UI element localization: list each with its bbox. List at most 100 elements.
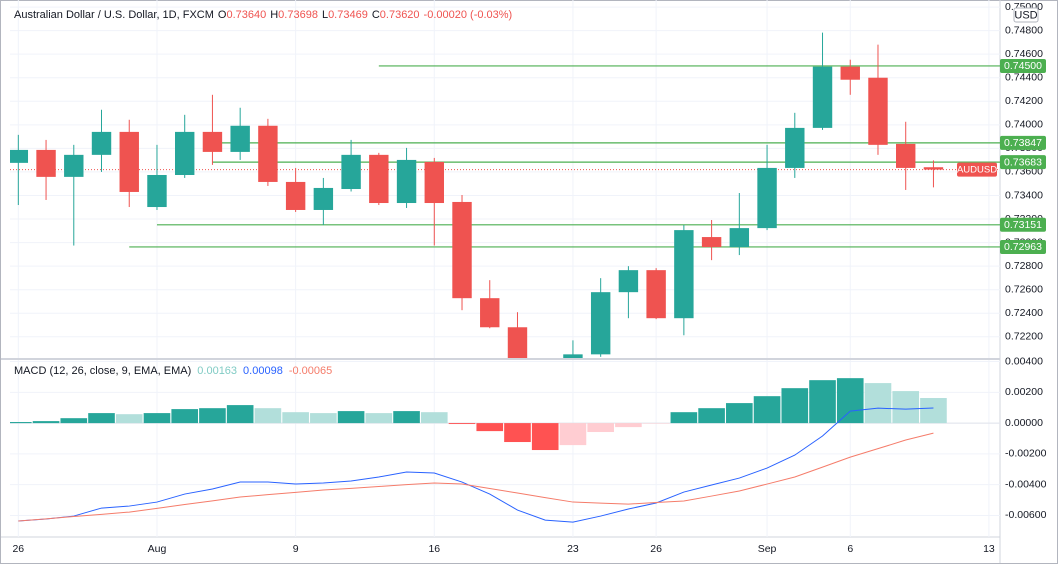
candle-body <box>36 150 55 177</box>
candle-body <box>785 128 804 168</box>
histogram-bar <box>310 413 337 423</box>
candle-body <box>92 132 111 155</box>
histogram-bar <box>587 423 614 432</box>
ohlc-value: 0.73620 <box>380 9 420 21</box>
histogram-bar <box>865 383 892 423</box>
y-tick-label: 0.72200 <box>1005 331 1043 343</box>
histogram-bar <box>615 423 642 427</box>
histogram-bar <box>809 380 836 423</box>
histogram-bar <box>60 418 87 423</box>
y-tick-label: 0.00000 <box>1005 417 1043 429</box>
candle-body <box>341 155 360 189</box>
histogram-bar <box>338 411 365 423</box>
histogram-bar <box>366 413 393 423</box>
histogram-bar <box>671 412 698 423</box>
candle-body <box>286 182 305 210</box>
x-tick-label: 6 <box>847 543 853 555</box>
y-tick-label: 0.73400 <box>1005 189 1043 201</box>
y-tick-label: 0.74600 <box>1005 48 1043 60</box>
level-label: 0.74500 <box>1004 60 1042 72</box>
level-label: 0.72963 <box>1004 241 1042 253</box>
histogram-bar <box>476 423 503 431</box>
legend-hist: 0.00163 <box>197 365 237 377</box>
histogram-bar <box>5 422 32 423</box>
symbol-title: Australian Dollar / U.S. Dollar, 1D, FXC… <box>14 9 214 21</box>
histogram-bar <box>781 388 808 423</box>
candle-body <box>175 132 194 175</box>
y-tick-label: 0.00200 <box>1005 386 1043 398</box>
y-tick-label: 0.74000 <box>1005 119 1043 131</box>
histogram-bar <box>199 408 226 423</box>
histogram-bar <box>754 396 781 423</box>
candle-body <box>868 78 887 145</box>
y-tick-label: 0.74200 <box>1005 95 1043 107</box>
x-tick-label: 23 <box>567 543 579 555</box>
candle-body <box>120 132 139 192</box>
histogram-bar <box>837 378 864 423</box>
change: -0.00020 (-0.03%) <box>424 9 513 21</box>
candle-body <box>896 144 915 168</box>
candle-body <box>730 228 749 247</box>
candle-body <box>425 162 444 203</box>
level-label: 0.73847 <box>1004 137 1042 149</box>
macd-pane <box>5 360 1000 537</box>
candle-body <box>591 292 610 354</box>
level-label: 0.73151 <box>1004 219 1042 231</box>
price-label: AUDUSD <box>957 165 997 176</box>
y-tick-label: 0.72600 <box>1005 283 1043 295</box>
histogram-bar <box>33 421 60 423</box>
histogram-bar <box>255 408 282 423</box>
candle-body <box>203 132 222 152</box>
x-tick-label: 9 <box>293 543 299 555</box>
histogram-bar <box>393 411 420 423</box>
candle-body <box>619 270 638 292</box>
candle-body <box>757 168 776 228</box>
legend-signal: -0.00065 <box>289 365 332 377</box>
y-tick-label: 0.72800 <box>1005 260 1043 272</box>
macd-title: MACD (12, 26, close, 9, EMA, EMA) <box>14 365 191 377</box>
macd-legend: MACD (12, 26, close, 9, EMA, EMA) 0.00163… <box>14 365 332 377</box>
y-tick-label: 0.00400 <box>1005 355 1043 367</box>
histogram-bar <box>920 398 947 423</box>
y-tick-label: 0.74800 <box>1005 24 1043 36</box>
histogram-bar <box>144 413 171 423</box>
histogram-bar <box>88 413 115 423</box>
candle-body <box>369 155 388 203</box>
x-tick-label: 13 <box>983 543 995 555</box>
candle-body <box>480 298 499 327</box>
candle-body <box>813 67 832 128</box>
candle-body <box>64 155 83 177</box>
y-tick-label: -0.00600 <box>1005 509 1047 521</box>
candle-body <box>230 126 249 152</box>
y-tick-label: -0.00400 <box>1005 478 1047 490</box>
histogram-bar <box>449 423 476 424</box>
currency: USD <box>1014 9 1037 21</box>
ohlc-value: 0.73698 <box>278 9 318 21</box>
y-tick-label: 0.72400 <box>1005 307 1043 319</box>
histogram-bar <box>227 405 254 423</box>
histogram-bar <box>560 423 587 445</box>
histogram-bar <box>726 403 753 423</box>
candle-body <box>314 188 333 210</box>
candle-body <box>536 364 555 372</box>
ohlc-label: H <box>270 9 278 21</box>
ohlc-label: C <box>372 9 380 21</box>
histogram-bar <box>892 391 919 423</box>
y-tick-label: 0.74400 <box>1005 72 1043 84</box>
ohlc-value: 0.73640 <box>226 9 266 21</box>
candle-body <box>147 175 166 207</box>
x-tick-label: 26 <box>650 543 662 555</box>
macd-line <box>18 408 933 522</box>
ohlc-value: 0.73469 <box>328 9 368 21</box>
x-tick-label: 26 <box>12 543 24 555</box>
y-tick-label: -0.00200 <box>1005 448 1047 460</box>
legend-macd: 0.00098 <box>243 365 283 377</box>
candle-body <box>258 126 277 182</box>
histogram-bar <box>421 412 448 423</box>
x-tick-label: Aug <box>148 543 167 555</box>
histogram-bar <box>698 408 725 423</box>
x-tick-label: Sep <box>758 543 777 555</box>
histogram-bar <box>282 412 309 423</box>
candle-body <box>841 67 860 80</box>
